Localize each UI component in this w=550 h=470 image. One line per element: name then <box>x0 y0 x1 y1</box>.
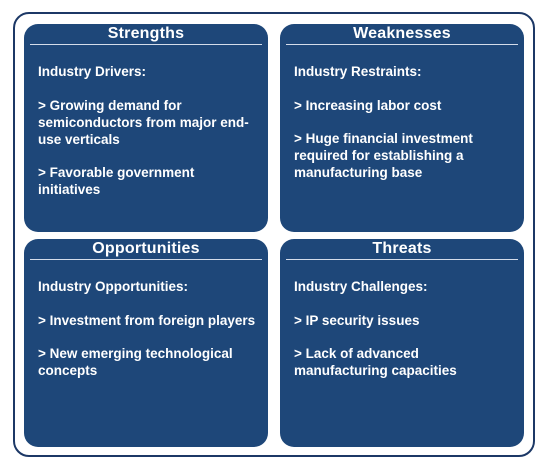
weaknesses-quadrant: Weaknesses Industry Restraints: > Increa… <box>280 24 524 232</box>
threats-subtitle: Industry Challenges: <box>294 279 428 294</box>
weaknesses-body: Industry Restraints: > Increasing labor … <box>280 45 524 181</box>
strengths-subtitle: Industry Drivers: <box>38 64 147 79</box>
weaknesses-item: > Increasing labor cost <box>294 98 442 113</box>
weaknesses-subtitle: Industry Restraints: <box>294 64 422 79</box>
threats-item: > IP security issues <box>294 313 420 328</box>
opportunities-item: > Investment from foreign players <box>38 313 256 328</box>
opportunities-body: Industry Opportunities: > Investment fro… <box>24 260 268 379</box>
weaknesses-item: > Huge financial investment required for… <box>294 131 473 180</box>
threats-title: Threats <box>286 239 518 260</box>
opportunities-subtitle: Industry Opportunities: <box>38 279 188 294</box>
strengths-item: > Favorable government initiatives <box>38 165 195 197</box>
opportunities-item: > New emerging technological concepts <box>38 346 233 378</box>
strengths-item: > Growing demand for semiconductors from… <box>38 98 249 147</box>
threats-body: Industry Challenges: > IP security issue… <box>280 260 524 379</box>
threats-item: > Lack of advanced manufacturing capacit… <box>294 346 457 378</box>
opportunities-title: Opportunities <box>30 239 262 260</box>
strengths-title: Strengths <box>30 24 262 45</box>
strengths-body: Industry Drivers: > Growing demand for s… <box>24 45 268 198</box>
weaknesses-title: Weaknesses <box>286 24 518 45</box>
opportunities-quadrant: Opportunities Industry Opportunities: > … <box>24 239 268 447</box>
strengths-quadrant: Strengths Industry Drivers: > Growing de… <box>24 24 268 232</box>
threats-quadrant: Threats Industry Challenges: > IP securi… <box>280 239 524 447</box>
